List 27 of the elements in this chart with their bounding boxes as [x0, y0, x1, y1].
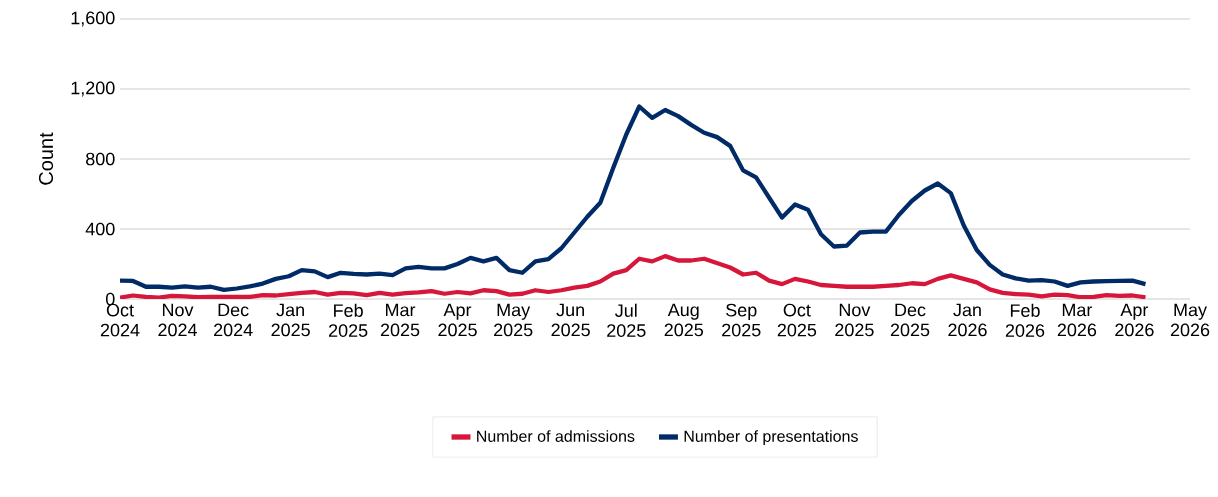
legend-label: Number of admissions: [477, 430, 635, 442]
x-tick-label: Nov 2025: [835, 303, 874, 337]
y-axis-title: Count: [38, 132, 54, 185]
legend-label: Number of presentations: [684, 430, 858, 446]
x-tick-label: May 2026: [1170, 303, 1210, 337]
x-tick-label: Mar 2025: [380, 303, 420, 337]
x-tick-label: May 2025: [494, 303, 533, 337]
y-tick-label: 1,200: [71, 81, 115, 97]
x-tick-label: Mar 2026: [1057, 303, 1097, 337]
x-tick-label: Aug 2025: [664, 303, 704, 337]
x-tick-label: Jan 2025: [271, 303, 310, 337]
y-tick-label: 400: [85, 222, 115, 236]
x-tick-label: Dec 2024: [214, 303, 253, 337]
x-tick-label: Nov 2024: [158, 303, 198, 337]
x-tick-label: Oct 2025: [777, 303, 817, 337]
x-tick-label: Dec 2025: [890, 303, 930, 337]
x-tick-label: Feb 2025: [328, 303, 368, 337]
x-tick-label: Sep 2025: [722, 303, 761, 337]
y-tick-label: 800: [86, 152, 115, 166]
x-tick-label: Apr 2025: [438, 303, 477, 337]
x-tick-label: Apr 2026: [1115, 303, 1154, 337]
line-series: [120, 104, 1148, 293]
x-tick-label: Feb 2026: [1005, 303, 1045, 337]
y-tick-label: 1,600: [71, 11, 115, 27]
x-tick-label: Jun 2025: [551, 303, 590, 337]
x-tick-label: Jan 2026: [948, 303, 987, 337]
x-tick-label: Jul 2025: [607, 303, 646, 337]
